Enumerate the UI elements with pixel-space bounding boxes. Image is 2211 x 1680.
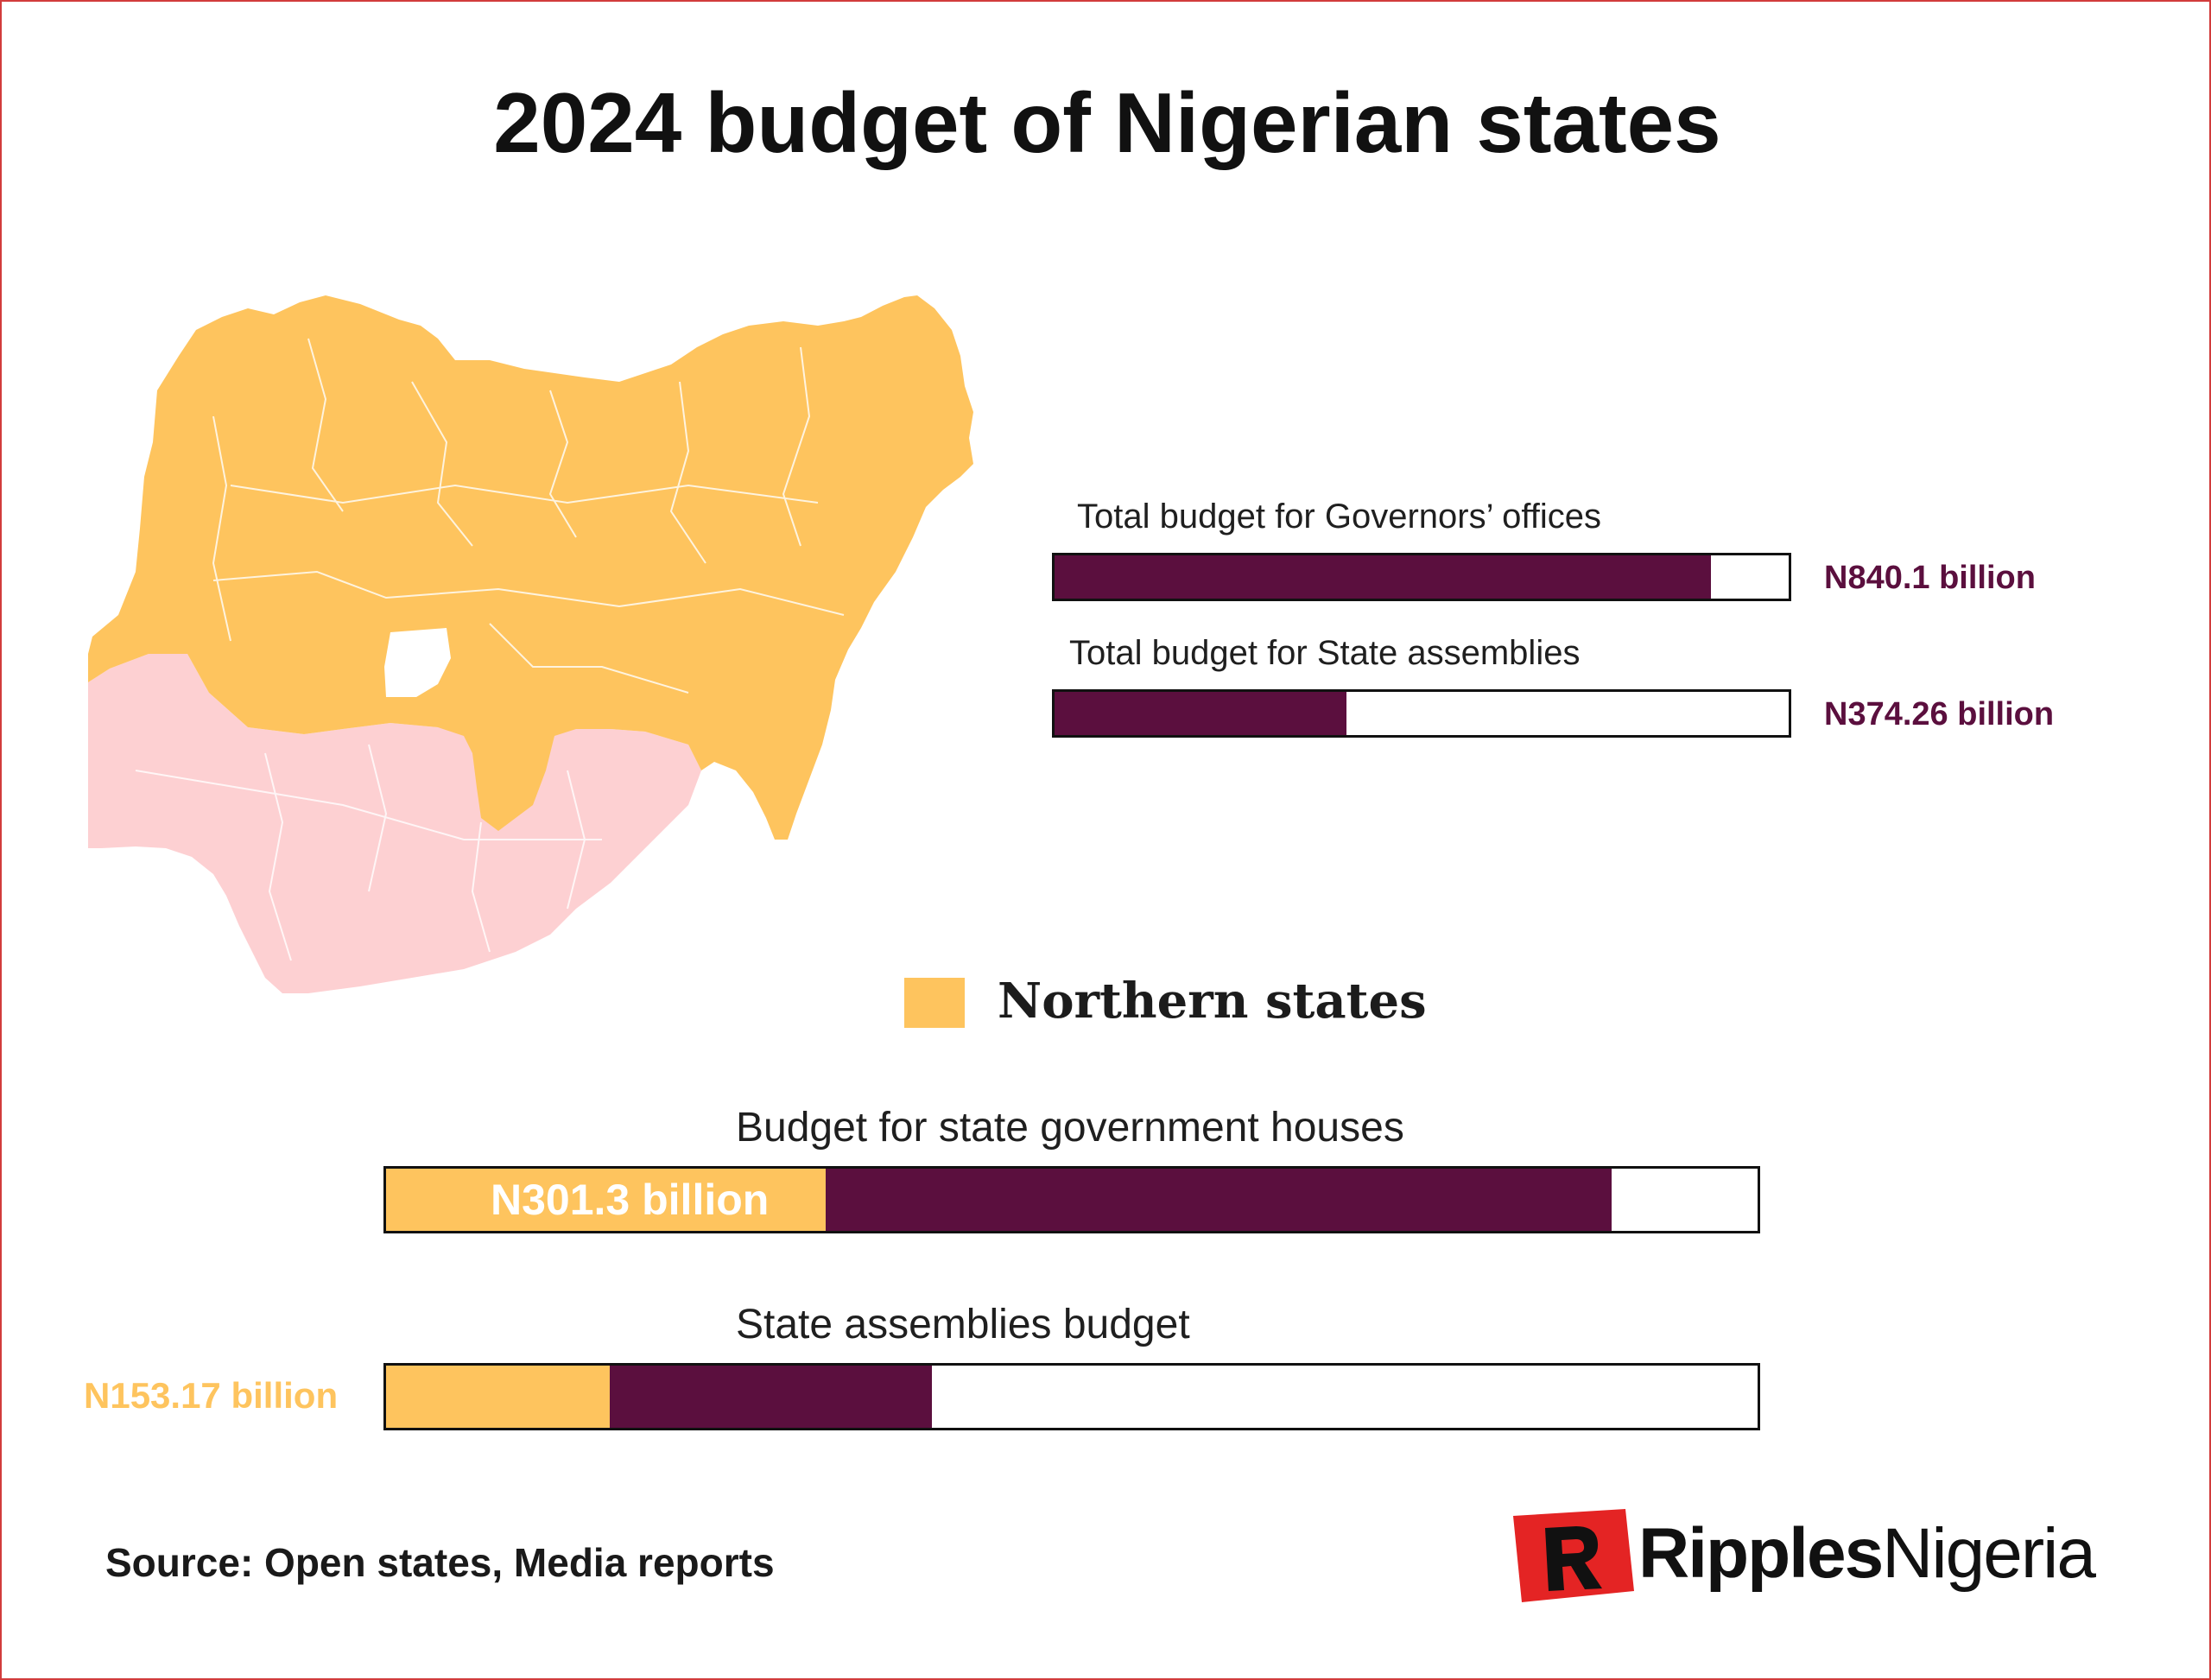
logo-wordmark-part2: Nigeria — [1882, 1514, 2096, 1593]
bar-category-label: Total budget for Governors’ offices — [1077, 498, 1601, 536]
bar-northern-segment — [386, 1169, 826, 1231]
bar-northern-segment — [386, 1366, 610, 1428]
legend-northern-swatch — [904, 978, 965, 1028]
bar-category-label: Budget for state government houses — [736, 1105, 1404, 1151]
bar-value-label: N374.26 billion — [1824, 696, 2055, 732]
bar-remaining-segment — [609, 1366, 933, 1428]
ripples-logo-icon — [1513, 1509, 1634, 1602]
bar-value-label: N153.17 billion — [84, 1375, 339, 1416]
state-borders — [135, 338, 845, 961]
page-title: 2024 budget of Nigerian states — [493, 75, 1721, 170]
bar-value-label: N301.3 billion — [491, 1176, 770, 1224]
bar-track — [383, 1166, 1760, 1233]
bar — [1055, 692, 1347, 735]
bar — [1055, 555, 1711, 599]
bar-value-label: N840.1 billion — [1824, 560, 2036, 596]
bar-track — [1052, 553, 1791, 601]
bar-category-label: Total budget for State assemblies — [1069, 634, 1581, 672]
bar-track — [383, 1363, 1760, 1430]
source-note: Source: Open states, Media reports — [105, 1540, 775, 1585]
bar-category-label: State assemblies budget — [736, 1302, 1190, 1347]
bar-remaining-segment — [826, 1169, 1612, 1231]
bar-track — [1052, 689, 1791, 738]
logo-wordmark-part1: Ripples — [1638, 1514, 1884, 1593]
legend-northern-label: Northern states — [998, 973, 1427, 1030]
northern-states-region — [88, 295, 973, 840]
nigeria-map — [88, 295, 973, 993]
ripples-logo-wordmark: RipplesNigeria — [1638, 1513, 2096, 1594]
